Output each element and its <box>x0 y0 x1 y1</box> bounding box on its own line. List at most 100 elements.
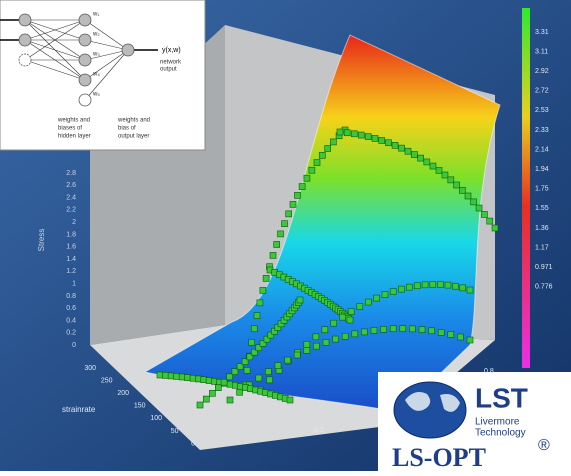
weight-label: w₅ <box>92 92 100 98</box>
marker <box>298 183 306 190</box>
marker <box>459 284 467 292</box>
marker <box>486 217 494 225</box>
marker <box>464 192 472 200</box>
output-note: network <box>160 60 182 66</box>
marker <box>178 373 186 381</box>
marker <box>324 145 332 152</box>
marker <box>184 374 191 381</box>
weight-label: w₃ <box>92 52 100 58</box>
marker <box>274 362 282 369</box>
marker <box>271 327 278 335</box>
z-tick-label: 2.6 <box>66 182 76 189</box>
marker <box>312 333 320 341</box>
colorbar-tick-label: 1.94 <box>535 166 549 173</box>
weight-label: w₂ <box>92 32 100 38</box>
marker <box>380 326 387 333</box>
colorbar-tick-label: 2.53 <box>535 107 549 114</box>
marker <box>444 281 452 289</box>
marker <box>167 372 175 380</box>
marker <box>236 363 244 370</box>
marker <box>236 388 243 396</box>
colorbar-tick-label: 2.92 <box>535 68 549 75</box>
marker <box>373 294 380 302</box>
marker <box>453 181 460 189</box>
marker <box>255 374 263 382</box>
marker <box>269 252 277 259</box>
marker <box>411 151 418 158</box>
marker <box>318 152 326 159</box>
marker <box>321 326 329 334</box>
marker <box>364 298 372 306</box>
y-tick-label: 0.2 <box>314 427 324 434</box>
marker <box>248 338 256 346</box>
z-tick-label: 1.4 <box>66 256 76 263</box>
marker <box>428 327 435 335</box>
x-tick-label: 50 <box>171 428 179 435</box>
marker <box>255 344 263 352</box>
marker <box>265 368 272 375</box>
marker <box>313 159 321 166</box>
marker <box>447 331 455 338</box>
colorbar-tick-label: 2.14 <box>535 146 549 153</box>
marker <box>399 325 407 332</box>
marker <box>277 230 284 238</box>
marker <box>241 358 249 365</box>
marker <box>423 158 431 166</box>
marker <box>330 138 337 146</box>
z-tick-label: 0.4 <box>66 317 76 324</box>
marker <box>417 154 424 162</box>
colorbar <box>522 8 530 368</box>
marker <box>370 327 378 334</box>
x-tick-label: 150 <box>134 403 146 410</box>
colorbar-tick-label: 0.776 <box>535 284 553 291</box>
marker <box>381 291 389 298</box>
output-caption: bias of <box>118 126 136 132</box>
x-tick-label: 200 <box>117 390 129 397</box>
logo-name: LS-OPT <box>392 443 486 471</box>
marker <box>361 328 368 336</box>
diagram-panel <box>0 0 206 151</box>
colorbar-tick-label: 2.72 <box>535 88 549 95</box>
marker <box>385 139 392 147</box>
marker <box>350 130 358 138</box>
marker <box>466 286 474 294</box>
network-nodes <box>18 13 135 107</box>
colorbar-tick-label: 0.971 <box>535 264 553 271</box>
colorbar-tick-label: 1.36 <box>535 225 549 232</box>
z-tick-label: 0.8 <box>66 293 76 300</box>
marker <box>457 333 464 341</box>
marker <box>289 201 297 208</box>
marker <box>404 147 412 155</box>
marker <box>209 389 216 397</box>
marker <box>284 356 291 364</box>
marker <box>398 285 405 293</box>
colorbar-tick-label: 3.11 <box>535 48 548 55</box>
marker <box>303 347 311 354</box>
logo-mark: LST <box>475 382 528 413</box>
marker <box>343 129 351 137</box>
marker <box>203 395 210 403</box>
marker <box>452 282 459 290</box>
marker <box>409 325 416 333</box>
marker <box>429 162 437 170</box>
marker <box>447 176 455 184</box>
output-note: output <box>160 67 177 73</box>
z-tick-label: 0.6 <box>66 305 76 312</box>
marker <box>285 210 292 218</box>
marker <box>435 167 443 174</box>
colorbar-tick-label: 3.31 <box>535 29 549 36</box>
weight-label: w₁ <box>92 12 99 18</box>
z-tick-label: 1.6 <box>66 244 76 251</box>
marker <box>296 296 304 304</box>
marker <box>308 166 316 174</box>
marker <box>475 204 483 212</box>
marker <box>215 384 222 391</box>
marker <box>459 187 466 194</box>
output-label: y(x,w) <box>162 47 181 54</box>
data-markers <box>156 126 499 409</box>
marker <box>356 303 364 310</box>
marker <box>336 128 344 136</box>
marker <box>322 339 330 346</box>
weight-label: w₄ <box>92 72 100 78</box>
